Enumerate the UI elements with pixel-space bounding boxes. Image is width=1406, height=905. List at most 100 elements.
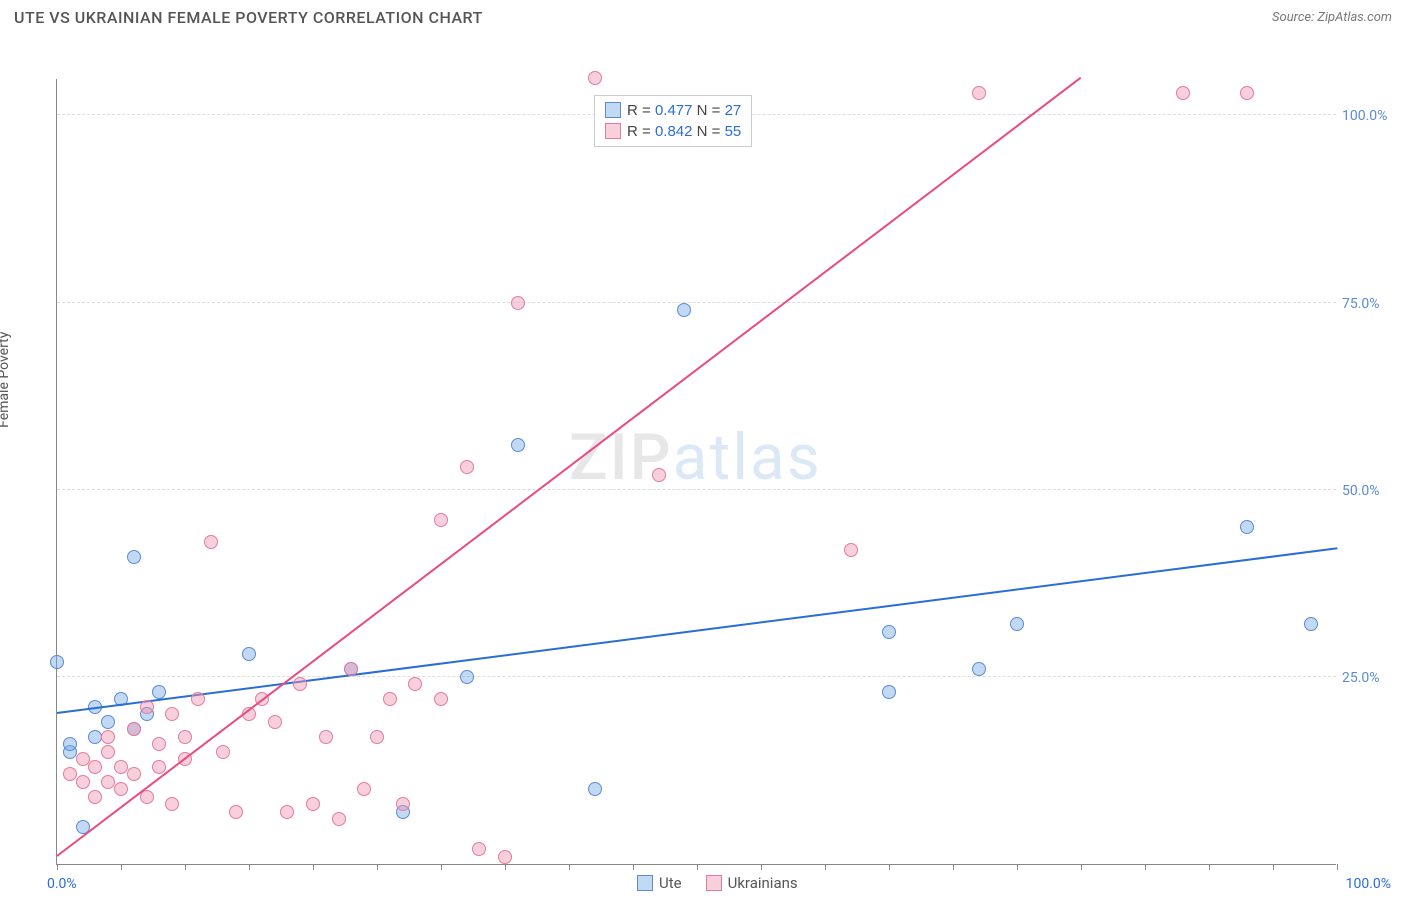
- x-tick: [1081, 864, 1082, 870]
- data-point: [319, 730, 333, 744]
- x-tick: [185, 864, 186, 870]
- data-point: [972, 662, 986, 676]
- plot-area: 0.0%100.0%ZIPatlasUteUkrainians: [56, 79, 1336, 865]
- x-tick: [1337, 864, 1338, 870]
- y-tick-label: 25.0%: [1342, 670, 1397, 686]
- data-point: [588, 782, 602, 796]
- x-tick: [569, 864, 570, 870]
- x-tick: [953, 864, 954, 870]
- data-point: [152, 737, 166, 751]
- data-point: [88, 790, 102, 804]
- gridline: [57, 676, 1336, 677]
- data-point: [396, 797, 410, 811]
- data-point: [101, 730, 115, 744]
- data-point: [114, 760, 128, 774]
- data-point: [498, 850, 512, 864]
- series-legend: Ute Ukrainians: [637, 874, 798, 892]
- data-point: [216, 745, 230, 759]
- data-point: [280, 805, 294, 819]
- data-point: [63, 767, 77, 781]
- data-point: [1240, 520, 1254, 534]
- data-point: [127, 767, 141, 781]
- data-point: [383, 692, 397, 706]
- data-point: [677, 303, 691, 317]
- legend-item: Ukrainians: [706, 874, 798, 892]
- data-point: [63, 737, 77, 751]
- data-point: [588, 71, 602, 85]
- legend-row: R = 0.477 N = 27: [605, 100, 741, 121]
- data-point: [191, 692, 205, 706]
- x-tick: [761, 864, 762, 870]
- data-point: [408, 677, 422, 691]
- data-point: [511, 438, 525, 452]
- data-point: [114, 782, 128, 796]
- y-tick-label: 50.0%: [1342, 483, 1397, 499]
- x-tick: [825, 864, 826, 870]
- data-point: [370, 730, 384, 744]
- data-point: [140, 700, 154, 714]
- data-point: [844, 543, 858, 557]
- data-point: [242, 647, 256, 661]
- x-tick: [889, 864, 890, 870]
- watermark: ZIPatlas: [569, 420, 822, 495]
- data-point: [652, 468, 666, 482]
- correlation-legend: R = 0.477 N = 27R = 0.842 N = 55: [594, 95, 752, 147]
- data-point: [101, 745, 115, 759]
- data-point: [1176, 86, 1190, 100]
- x-tick: [313, 864, 314, 870]
- legend-swatch: [605, 102, 621, 118]
- data-point: [178, 730, 192, 744]
- x-tick: [249, 864, 250, 870]
- x-tick: [121, 864, 122, 870]
- x-tick: [1017, 864, 1018, 870]
- x-tick: [1273, 864, 1274, 870]
- x-tick: [1209, 864, 1210, 870]
- data-point: [332, 812, 346, 826]
- page-title: UTE VS UKRAINIAN FEMALE POVERTY CORRELAT…: [14, 8, 483, 27]
- data-point: [434, 692, 448, 706]
- x-tick: [377, 864, 378, 870]
- data-point: [460, 670, 474, 684]
- x-axis-min-label: 0.0%: [47, 876, 77, 892]
- data-point: [50, 655, 64, 669]
- data-point: [1010, 617, 1024, 631]
- data-point: [127, 550, 141, 564]
- data-point: [127, 722, 141, 736]
- x-tick: [1145, 864, 1146, 870]
- data-point: [882, 625, 896, 639]
- data-point: [511, 296, 525, 310]
- data-point: [306, 797, 320, 811]
- y-axis-label: Female Poverty: [0, 332, 12, 428]
- data-point: [101, 775, 115, 789]
- legend-row: R = 0.842 N = 55: [605, 121, 741, 142]
- x-tick: [57, 864, 58, 870]
- x-tick: [633, 864, 634, 870]
- data-point: [268, 715, 282, 729]
- source-attribution: Source: ZipAtlas.com: [1272, 10, 1392, 25]
- data-point: [1304, 617, 1318, 631]
- data-point: [882, 685, 896, 699]
- x-tick: [697, 864, 698, 870]
- legend-swatch: [706, 875, 722, 891]
- data-point: [1240, 86, 1254, 100]
- data-point: [152, 685, 166, 699]
- scatter-chart: Female Poverty 0.0%100.0%ZIPatlasUteUkra…: [10, 31, 1396, 905]
- data-point: [204, 535, 218, 549]
- data-point: [76, 775, 90, 789]
- y-tick-label: 75.0%: [1342, 296, 1397, 312]
- data-point: [101, 715, 115, 729]
- gridline: [57, 302, 1336, 303]
- gridline: [57, 489, 1336, 490]
- legend-label: Ukrainians: [728, 874, 798, 892]
- legend-label: Ute: [659, 874, 682, 892]
- legend-swatch: [605, 123, 621, 139]
- data-point: [76, 752, 90, 766]
- data-point: [344, 662, 358, 676]
- data-point: [460, 460, 474, 474]
- data-point: [165, 707, 179, 721]
- trend-line: [56, 76, 1081, 856]
- y-tick-label: 100.0%: [1342, 108, 1397, 124]
- legend-item: Ute: [637, 874, 682, 892]
- x-tick: [441, 864, 442, 870]
- legend-swatch: [637, 875, 653, 891]
